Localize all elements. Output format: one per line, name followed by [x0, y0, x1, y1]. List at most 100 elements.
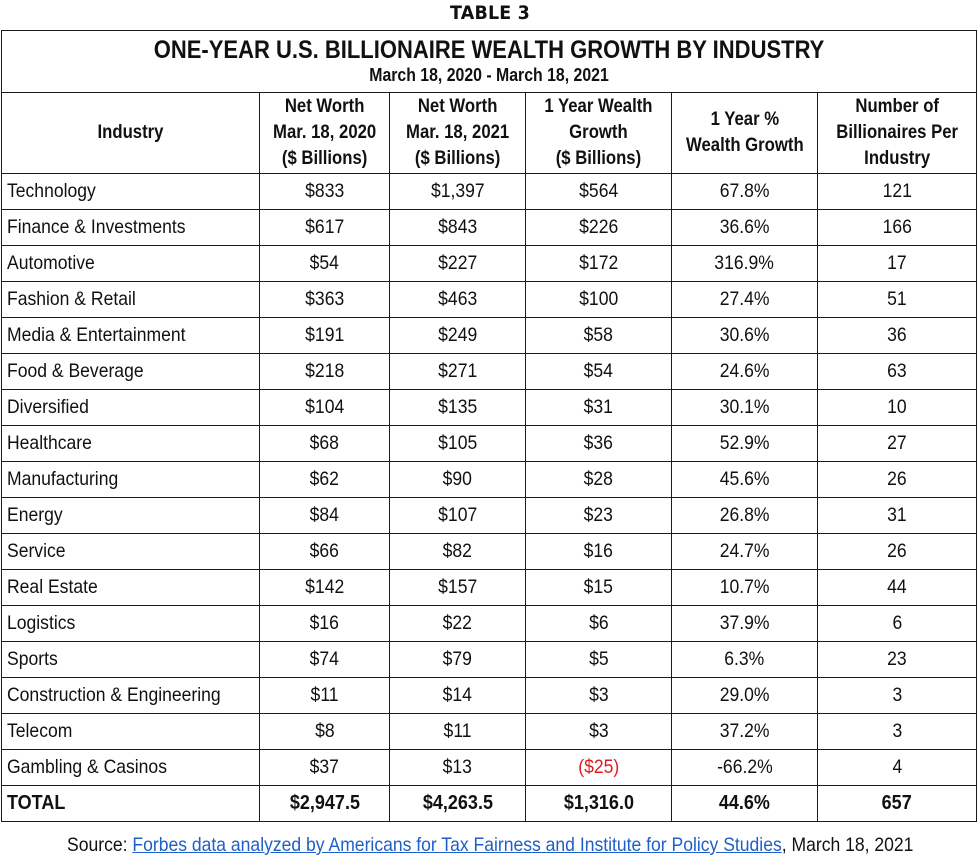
- cell-industry: Media & Entertainment: [1, 317, 260, 354]
- cell-net-worth-2021: $11: [389, 713, 526, 750]
- cell-wealth-growth: $564: [525, 173, 672, 210]
- source-link[interactable]: Forbes data analyzed by Americans for Ta…: [132, 834, 782, 856]
- cell-net-worth-2020: $68: [259, 425, 390, 462]
- cell-net-worth-2020: $84: [259, 497, 390, 534]
- table-row: Automotive $54 $227 $172 316.9% 17: [1, 245, 978, 282]
- billionaire-wealth-table: ONE-YEAR U.S. BILLIONAIRE WEALTH GROWTH …: [0, 30, 978, 822]
- cell-num-billionaires: 63: [816, 353, 978, 390]
- cell-net-worth-2021: $135: [389, 389, 526, 426]
- total-label: TOTAL: [1, 785, 260, 822]
- cell-net-worth-2020: $617: [259, 209, 390, 246]
- cell-wealth-growth: $36: [525, 425, 672, 462]
- cell-wealth-growth: ($25): [525, 749, 672, 786]
- cell-net-worth-2020: $104: [259, 389, 390, 426]
- cell-industry: Telecom: [1, 713, 260, 750]
- cell-num-billionaires: 3: [816, 677, 978, 714]
- cell-num-billionaires: 121: [816, 173, 978, 210]
- cell-net-worth-2021: $271: [389, 353, 526, 390]
- cell-pct-growth: 52.9%: [671, 425, 818, 462]
- cell-net-worth-2021: $105: [389, 425, 526, 462]
- cell-pct-growth: 29.0%: [671, 677, 818, 714]
- cell-wealth-growth: $23: [525, 497, 672, 534]
- total-wealth-growth: $1,316.0: [525, 785, 672, 822]
- table-row: Telecom $8 $11 $3 37.2% 3: [1, 713, 978, 750]
- table-row: Diversified $104 $135 $31 30.1% 10: [1, 389, 978, 426]
- cell-wealth-growth: $6: [525, 605, 672, 642]
- header-wealth-growth: 1 Year Wealth Growth ($ Billions): [525, 92, 672, 174]
- cell-industry: Fashion & Retail: [1, 281, 260, 318]
- total-pct-growth: 44.6%: [671, 785, 818, 822]
- cell-wealth-growth: $5: [525, 641, 672, 678]
- table-row: Sports $74 $79 $5 6.3% 23: [1, 641, 978, 678]
- cell-pct-growth: 30.1%: [671, 389, 818, 426]
- cell-net-worth-2020: $11: [259, 677, 390, 714]
- total-net-worth-2020: $2,947.5: [259, 785, 390, 822]
- cell-net-worth-2020: $142: [259, 569, 390, 606]
- header-industry: Industry: [1, 92, 260, 174]
- cell-net-worth-2020: $218: [259, 353, 390, 390]
- cell-industry: Gambling & Casinos: [1, 749, 260, 786]
- cell-industry: Finance & Investments: [1, 209, 260, 246]
- cell-num-billionaires: 10: [816, 389, 978, 426]
- cell-num-billionaires: 3: [816, 713, 978, 750]
- cell-pct-growth: 10.7%: [671, 569, 818, 606]
- cell-net-worth-2021: $107: [389, 497, 526, 534]
- cell-wealth-growth: $3: [525, 713, 672, 750]
- cell-wealth-growth: $100: [525, 281, 672, 318]
- cell-net-worth-2021: $90: [389, 461, 526, 498]
- header-row: Industry Net Worth Mar. 18, 2020 ($ Bill…: [1, 92, 978, 174]
- cell-net-worth-2020: $16: [259, 605, 390, 642]
- header-num-billionaires: Number of Billionaires Per Industry: [816, 92, 978, 174]
- cell-net-worth-2021: $463: [389, 281, 526, 318]
- table-row: Gambling & Casinos $37 $13 ($25) -66.2% 4: [1, 749, 978, 786]
- cell-net-worth-2021: $157: [389, 569, 526, 606]
- table-row: Media & Entertainment $191 $249 $58 30.6% 36: [1, 317, 978, 354]
- cell-net-worth-2021: $82: [389, 533, 526, 570]
- table-row: Healthcare $68 $105 $36 52.9% 27: [1, 425, 978, 462]
- cell-pct-growth: 67.8%: [671, 173, 818, 210]
- table-row: Manufacturing $62 $90 $28 45.6% 26: [1, 461, 978, 498]
- cell-pct-growth: 30.6%: [671, 317, 818, 354]
- cell-industry: Technology: [1, 173, 260, 210]
- cell-num-billionaires: 27: [816, 425, 978, 462]
- table-row: Service $66 $82 $16 24.7% 26: [1, 533, 978, 570]
- cell-industry: Automotive: [1, 245, 260, 282]
- source-prefix: Source:: [66, 834, 133, 856]
- cell-net-worth-2021: $249: [389, 317, 526, 354]
- title-row: ONE-YEAR U.S. BILLIONAIRE WEALTH GROWTH …: [0, 30, 978, 93]
- cell-net-worth-2021: $79: [389, 641, 526, 678]
- cell-industry: Food & Beverage: [1, 353, 260, 390]
- source-suffix: , March 18, 2021: [781, 834, 914, 856]
- cell-net-worth-2020: $54: [259, 245, 390, 282]
- cell-pct-growth: 6.3%: [671, 641, 818, 678]
- total-num-billionaires: 657: [816, 785, 978, 822]
- cell-num-billionaires: 31: [816, 497, 978, 534]
- cell-pct-growth: 316.9%: [671, 245, 818, 282]
- cell-pct-growth: 37.2%: [671, 713, 818, 750]
- header-net-worth-2020: Net Worth Mar. 18, 2020 ($ Billions): [259, 92, 390, 174]
- cell-industry: Sports: [1, 641, 260, 678]
- cell-wealth-growth: $226: [525, 209, 672, 246]
- cell-industry: Service: [1, 533, 260, 570]
- cell-wealth-growth: $28: [525, 461, 672, 498]
- table-row: Real Estate $142 $157 $15 10.7% 44: [1, 569, 978, 606]
- cell-wealth-growth: $3: [525, 677, 672, 714]
- table-body: Technology $833 $1,397 $564 67.8% 121 Finance …: [1, 173, 978, 786]
- header-pct-growth: 1 Year % Wealth Growth: [671, 92, 818, 174]
- cell-net-worth-2021: $13: [389, 749, 526, 786]
- table-row: Construction & Engineering $11 $14 $3 29.0% 3: [1, 677, 978, 714]
- cell-pct-growth: -66.2%: [671, 749, 818, 786]
- cell-net-worth-2021: $22: [389, 605, 526, 642]
- table-row: Food & Beverage $218 $271 $54 24.6% 63: [1, 353, 978, 390]
- table-row: Fashion & Retail $363 $463 $100 27.4% 51: [1, 281, 978, 318]
- cell-net-worth-2020: $66: [259, 533, 390, 570]
- table-row: Energy $84 $107 $23 26.8% 31: [1, 497, 978, 534]
- cell-wealth-growth: $58: [525, 317, 672, 354]
- cell-num-billionaires: 17: [816, 245, 978, 282]
- cell-industry: Construction & Engineering: [1, 677, 260, 714]
- cell-pct-growth: 36.6%: [671, 209, 818, 246]
- cell-wealth-growth: $31: [525, 389, 672, 426]
- cell-wealth-growth: $172: [525, 245, 672, 282]
- total-net-worth-2021: $4,263.5: [389, 785, 526, 822]
- cell-net-worth-2020: $833: [259, 173, 390, 210]
